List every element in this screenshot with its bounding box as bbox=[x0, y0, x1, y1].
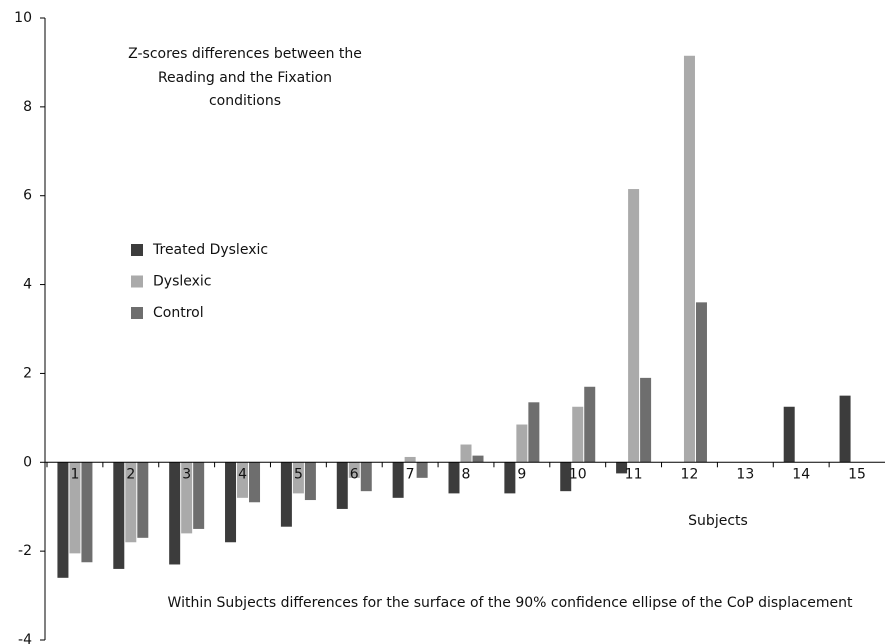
bar bbox=[472, 455, 484, 463]
bar bbox=[416, 462, 428, 478]
y-tick-label: -2 bbox=[18, 543, 32, 559]
bar bbox=[839, 395, 851, 463]
bar bbox=[683, 55, 695, 463]
bar bbox=[504, 462, 516, 494]
bar bbox=[225, 462, 237, 543]
bar bbox=[193, 462, 205, 529]
x-tick-label: 6 bbox=[350, 466, 359, 482]
bar bbox=[528, 402, 540, 463]
bar bbox=[169, 462, 181, 565]
bar bbox=[336, 462, 348, 509]
x-tick-label: 1 bbox=[70, 466, 79, 482]
chart-title: conditions bbox=[209, 93, 281, 109]
x-tick-label: 13 bbox=[736, 466, 754, 482]
bar bbox=[292, 462, 304, 494]
bar bbox=[640, 377, 652, 463]
x-tick-label: 4 bbox=[238, 466, 247, 482]
y-tick-label: 2 bbox=[23, 365, 32, 381]
bar bbox=[695, 302, 707, 463]
x-tick-label: 7 bbox=[406, 466, 415, 482]
bar bbox=[516, 424, 528, 463]
bar bbox=[572, 406, 584, 463]
bar bbox=[69, 462, 81, 554]
bar bbox=[57, 462, 69, 578]
note: Within Subjects differences for the surf… bbox=[168, 595, 853, 611]
y-tick-label: -4 bbox=[18, 632, 32, 644]
x-tick-label: 2 bbox=[126, 466, 135, 482]
x-tick-label: 11 bbox=[625, 466, 643, 482]
bar bbox=[616, 462, 628, 474]
chart-title: Reading and the Fixation bbox=[158, 70, 332, 86]
bar bbox=[137, 462, 149, 538]
legend-swatch bbox=[131, 307, 143, 319]
x-axis-label: Subjects bbox=[688, 513, 748, 529]
x-tick-label: 14 bbox=[792, 466, 810, 482]
bar bbox=[249, 462, 261, 503]
bar bbox=[237, 462, 249, 498]
y-tick-label: 10 bbox=[14, 10, 32, 26]
bar bbox=[404, 456, 416, 463]
bar bbox=[628, 189, 640, 463]
x-tick-label: 8 bbox=[462, 466, 471, 482]
x-tick-label: 5 bbox=[294, 466, 303, 482]
legend-label: Dyslexic bbox=[153, 274, 212, 290]
bar bbox=[392, 462, 404, 498]
legend-swatch bbox=[131, 275, 143, 288]
y-tick-label: 0 bbox=[23, 454, 32, 470]
bar bbox=[560, 462, 572, 492]
y-tick-label: 4 bbox=[23, 277, 32, 293]
bar bbox=[113, 462, 125, 569]
bar bbox=[125, 462, 137, 543]
bar bbox=[584, 386, 596, 463]
x-tick-label: 9 bbox=[517, 466, 526, 482]
bar bbox=[81, 462, 93, 563]
legend-swatch bbox=[131, 244, 143, 256]
chart-title: Z-scores differences between the bbox=[128, 46, 362, 62]
bar bbox=[181, 462, 193, 534]
bar bbox=[348, 462, 360, 478]
bar bbox=[280, 462, 292, 527]
x-tick-label: 3 bbox=[182, 466, 191, 482]
bar bbox=[360, 462, 372, 492]
y-tick-label: 8 bbox=[23, 99, 32, 115]
bar bbox=[783, 406, 795, 463]
legend-label: Treated Dyslexic bbox=[152, 242, 268, 258]
x-tick-label: 10 bbox=[569, 466, 587, 482]
y-tick-label: 6 bbox=[23, 188, 32, 204]
bar bbox=[448, 462, 460, 494]
legend-label: Control bbox=[153, 305, 204, 321]
x-tick-label: 15 bbox=[848, 466, 866, 482]
bar bbox=[304, 462, 316, 501]
bar bbox=[460, 444, 472, 463]
x-tick-label: 12 bbox=[681, 466, 699, 482]
